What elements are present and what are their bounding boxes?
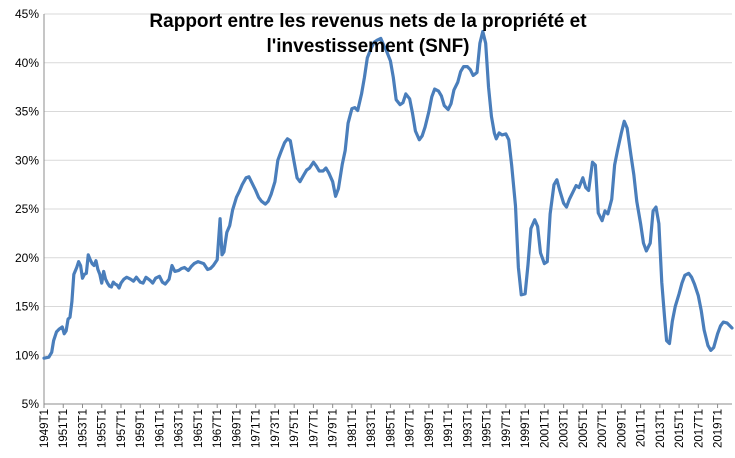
x-tick-label: 1957T1 <box>116 409 128 448</box>
y-tick-label: 25% <box>15 202 39 216</box>
y-tick-label: 40% <box>15 56 39 70</box>
x-tick-label: 1991T1 <box>443 409 455 448</box>
x-tick-label: 1973T1 <box>270 409 282 448</box>
y-tick-label: 15% <box>15 300 39 314</box>
x-axis: 1949T1 1951T1 1953T1 1955T1 1957T1 1959T1 1961… <box>39 403 732 448</box>
x-tick-label: 1987T1 <box>405 409 417 448</box>
y-axis: 5% 10% 15% 20% 25% 30% 35% 40% 45% <box>15 7 45 411</box>
x-tick-label: 2019T1 <box>713 409 725 448</box>
y-tick-label: 45% <box>15 7 39 21</box>
x-tick-label: 1967T1 <box>212 409 224 448</box>
x-tick-label: 1955T1 <box>97 409 109 448</box>
x-tick-label: 1979T1 <box>328 409 340 448</box>
x-tick-label: 1993T1 <box>462 409 474 448</box>
x-tick-label: 2011T1 <box>636 409 648 447</box>
x-tick-label: 1951T1 <box>58 409 70 448</box>
x-tick-label: 1981T1 <box>347 409 359 448</box>
x-tick-label: 2007T1 <box>597 409 609 448</box>
y-tick-label: 5% <box>22 397 40 411</box>
x-tick-label: 1977T1 <box>308 409 320 448</box>
series-line <box>42 29 734 360</box>
x-tick-label: 1975T1 <box>289 409 301 448</box>
x-tick-label: 2005T1 <box>578 409 590 448</box>
y-tick-label: 10% <box>15 348 39 362</box>
chart-title-line-2: l'investissement (SNF) <box>266 36 469 57</box>
x-tick-label: 1971T1 <box>251 409 263 448</box>
y-tick-label: 30% <box>15 153 39 167</box>
series-layer <box>42 29 734 360</box>
chart-title-line-1: Rapport entre les revenus nets de la pro… <box>149 11 587 32</box>
x-tick-label: 2015T1 <box>674 409 686 448</box>
x-tick-label: 1995T1 <box>482 409 494 448</box>
x-tick-label: 1989T1 <box>424 409 436 448</box>
x-tick-label: 2009T1 <box>616 409 628 448</box>
x-tick-label: 1969T1 <box>231 409 243 448</box>
x-tick-label: 1965T1 <box>193 409 205 448</box>
x-tick-label: 2013T1 <box>655 409 667 448</box>
x-tick-label: 1999T1 <box>520 409 532 448</box>
x-tick-label: 1963T1 <box>174 409 186 448</box>
x-tick-label: 1997T1 <box>501 409 513 448</box>
y-tick-label: 20% <box>15 251 39 265</box>
x-tick-label: 1953T1 <box>77 409 89 448</box>
y-tick-label: 35% <box>15 105 39 119</box>
x-tick-label: 1959T1 <box>135 409 147 448</box>
x-tick-label: 1983T1 <box>366 409 378 448</box>
x-tick-label: 2003T1 <box>559 409 571 448</box>
x-tick-label: 1949T1 <box>39 409 51 448</box>
x-tick-label: 1985T1 <box>385 409 397 448</box>
x-tick-label: 2017T1 <box>693 409 705 448</box>
chart-title: Rapport entre les revenus nets de la pro… <box>149 11 587 57</box>
x-tick-label: 1961T1 <box>154 409 166 448</box>
gridlines <box>44 13 732 405</box>
x-tick-label: 2001T1 <box>539 409 551 448</box>
